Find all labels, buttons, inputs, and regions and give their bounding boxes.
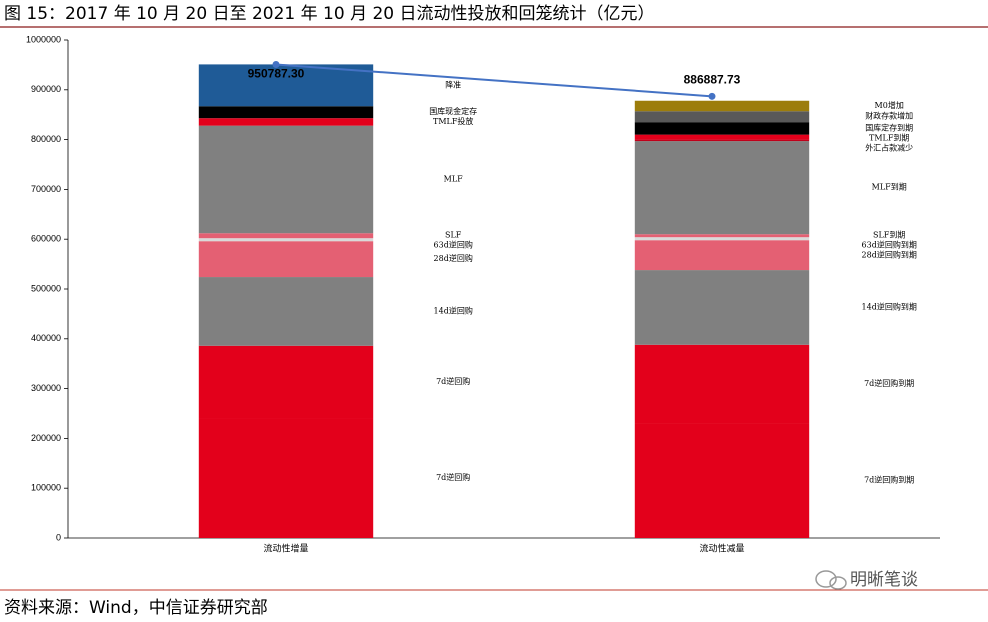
segment-label: 国库定存到期 bbox=[865, 122, 913, 132]
y-tick-label: 400000 bbox=[31, 333, 61, 343]
bar-segment bbox=[198, 238, 374, 242]
line bbox=[275, 63, 713, 98]
bar-segment bbox=[634, 234, 810, 238]
x-tick-label: 流动性减量 bbox=[699, 542, 744, 553]
segment-label: MLF bbox=[444, 174, 464, 183]
y-tick-label: 600000 bbox=[31, 234, 61, 244]
source-note: 资料来源：Wind，中信证券研究部 bbox=[4, 598, 268, 618]
point-label: 886887.73 bbox=[684, 73, 741, 87]
segment-label: 国库现金定存 bbox=[429, 106, 477, 116]
segment-label: 7d逆回购 bbox=[436, 376, 470, 386]
segment-label: 14d逆回购到期 bbox=[862, 301, 917, 311]
bar-segment bbox=[198, 64, 374, 107]
y-tick-label: 200000 bbox=[31, 433, 61, 443]
bar-segment bbox=[634, 139, 810, 142]
segment-label: TMLF投放 bbox=[433, 116, 473, 126]
y-tick-label: 1000000 bbox=[26, 34, 61, 44]
bar-segment bbox=[198, 241, 374, 278]
bar-segment bbox=[634, 134, 810, 140]
x-tick-label: 流动性增量 bbox=[263, 542, 308, 553]
segment-label: SLF到期 bbox=[873, 231, 905, 240]
y-tick-label: 0 bbox=[56, 532, 61, 542]
bar-segment bbox=[634, 344, 810, 424]
bar-segment bbox=[198, 418, 374, 538]
segment-label: 降准 bbox=[445, 79, 461, 89]
bar-segment bbox=[198, 277, 374, 346]
segment-label: SLF bbox=[445, 231, 462, 240]
y-tick-label: 800000 bbox=[31, 134, 61, 144]
bar-segment bbox=[634, 270, 810, 345]
bar-segment bbox=[198, 233, 374, 239]
bar-segment bbox=[634, 111, 810, 123]
y-tick-label: 300000 bbox=[31, 383, 61, 393]
line-point bbox=[272, 61, 280, 69]
y-tick-label: 500000 bbox=[31, 283, 61, 293]
y-tick-label: 100000 bbox=[31, 483, 61, 493]
segment-label: 财政存款增加 bbox=[865, 111, 913, 121]
chart-title: 图 15：2017 年 10 月 20 日至 2021 年 10 月 20 日流… bbox=[4, 4, 655, 24]
segment-label: M0增加 bbox=[875, 100, 904, 110]
segment-label: 63d逆回购到期 bbox=[862, 240, 917, 250]
segment-label: 7d逆回购到期 bbox=[864, 378, 914, 388]
segment-label: 28d逆回购 bbox=[434, 253, 473, 263]
watermark-icon bbox=[815, 570, 847, 590]
bar-segment bbox=[634, 100, 810, 112]
bar-segment bbox=[198, 345, 374, 419]
bar-segment bbox=[634, 237, 810, 241]
segment-label: 7d逆回购 bbox=[436, 472, 470, 482]
bar-segment bbox=[634, 141, 810, 235]
segment-label: 14d逆回购 bbox=[434, 305, 473, 315]
bar-segment bbox=[634, 122, 810, 135]
segment-label: TMLF到期 bbox=[869, 133, 909, 142]
segment-label: MLF到期 bbox=[872, 183, 907, 192]
bar-segment bbox=[198, 106, 374, 119]
bar-segment bbox=[634, 423, 810, 538]
segment-label: 外汇占款减少 bbox=[865, 142, 913, 152]
watermark: 明晰笔谈 bbox=[850, 570, 918, 590]
bar-segment bbox=[198, 118, 374, 126]
bar-segment bbox=[634, 240, 810, 271]
segment-label: 7d逆回购到期 bbox=[864, 475, 914, 485]
segment-label: 63d逆回购 bbox=[434, 240, 473, 250]
line-point bbox=[708, 92, 716, 100]
y-tick-label: 700000 bbox=[31, 184, 61, 194]
segment-label: 28d逆回购到期 bbox=[862, 250, 917, 260]
y-tick-label: 900000 bbox=[31, 84, 61, 94]
point-label: 950787.30 bbox=[248, 67, 305, 81]
bar-segment bbox=[198, 125, 374, 234]
